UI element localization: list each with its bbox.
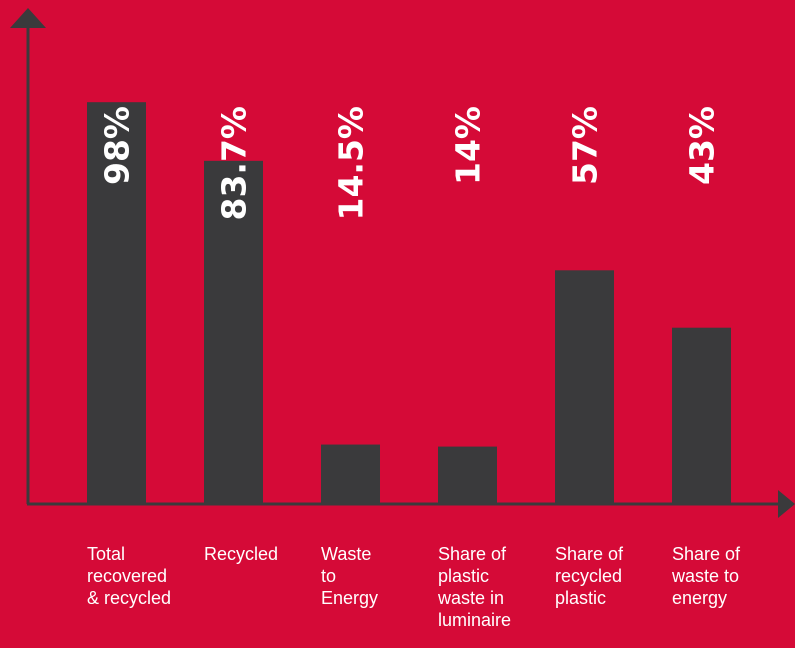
category-label: Share of recycled plastic (555, 544, 624, 608)
category-label: Share of waste to energy (672, 544, 741, 608)
x-axis-arrow (778, 490, 795, 518)
axes-group (10, 8, 795, 518)
bars-group (87, 102, 731, 504)
value-labels-group: 98% 83.7% 14.5% 14% 57% 43% (98, 106, 722, 221)
bar (204, 160, 263, 504)
category-label: Recycled (204, 544, 279, 564)
bar (672, 327, 731, 504)
value-label: 43% (683, 106, 722, 185)
value-label: 14% (449, 106, 488, 185)
bar (555, 270, 614, 504)
value-label: 83.7% (215, 106, 254, 221)
category-label: Share of plastic waste in luminaire (438, 544, 512, 630)
y-axis-arrow (10, 8, 46, 28)
category-label: Total recovered & recycled (87, 544, 172, 608)
bar (438, 446, 497, 504)
bar (321, 444, 380, 504)
bar (87, 102, 146, 504)
value-label: 14.5% (332, 106, 371, 221)
value-label: 98% (98, 106, 137, 185)
category-label: Waste to Energy (321, 544, 379, 608)
value-label: 57% (566, 106, 605, 185)
